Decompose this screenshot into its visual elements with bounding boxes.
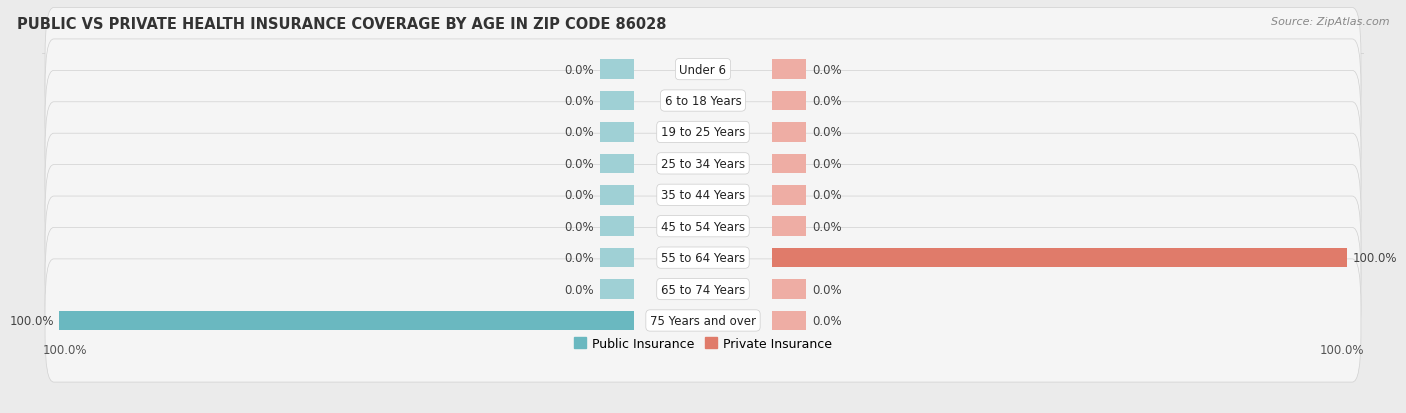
Text: 25 to 34 Years: 25 to 34 Years	[661, 157, 745, 171]
Text: 0.0%: 0.0%	[564, 95, 593, 108]
FancyBboxPatch shape	[45, 228, 1361, 351]
Bar	[599, 185, 634, 205]
Bar	[59, 311, 634, 330]
Bar	[772, 217, 807, 236]
Text: 0.0%: 0.0%	[813, 64, 842, 76]
FancyBboxPatch shape	[45, 197, 1361, 319]
Text: 0.0%: 0.0%	[813, 157, 842, 171]
Text: 0.0%: 0.0%	[564, 220, 593, 233]
Bar	[599, 123, 634, 142]
Text: 100.0%: 100.0%	[1353, 252, 1396, 264]
Text: 0.0%: 0.0%	[564, 283, 593, 296]
Text: 0.0%: 0.0%	[564, 157, 593, 171]
Text: 65 to 74 Years: 65 to 74 Years	[661, 283, 745, 296]
FancyBboxPatch shape	[45, 134, 1361, 257]
FancyBboxPatch shape	[45, 102, 1361, 225]
Bar	[772, 248, 1347, 268]
Text: 0.0%: 0.0%	[564, 64, 593, 76]
Bar	[599, 60, 634, 80]
Bar	[599, 280, 634, 299]
Bar	[599, 154, 634, 174]
Bar	[599, 248, 634, 268]
Text: 0.0%: 0.0%	[813, 95, 842, 108]
Text: 100.0%: 100.0%	[42, 343, 87, 356]
Text: Source: ZipAtlas.com: Source: ZipAtlas.com	[1271, 17, 1389, 26]
Legend: Public Insurance, Private Insurance: Public Insurance, Private Insurance	[568, 332, 838, 355]
Text: 100.0%: 100.0%	[1319, 343, 1364, 356]
Bar	[772, 92, 807, 111]
Bar	[772, 280, 807, 299]
Text: PUBLIC VS PRIVATE HEALTH INSURANCE COVERAGE BY AGE IN ZIP CODE 86028: PUBLIC VS PRIVATE HEALTH INSURANCE COVER…	[17, 17, 666, 31]
Bar	[772, 60, 807, 80]
FancyBboxPatch shape	[45, 40, 1361, 163]
Bar	[772, 185, 807, 205]
FancyBboxPatch shape	[45, 165, 1361, 288]
Text: 6 to 18 Years: 6 to 18 Years	[665, 95, 741, 108]
Text: 0.0%: 0.0%	[813, 314, 842, 327]
Text: 45 to 54 Years: 45 to 54 Years	[661, 220, 745, 233]
Text: 100.0%: 100.0%	[10, 314, 53, 327]
Text: 0.0%: 0.0%	[813, 189, 842, 202]
Text: 0.0%: 0.0%	[564, 126, 593, 139]
Text: 19 to 25 Years: 19 to 25 Years	[661, 126, 745, 139]
Bar	[772, 311, 807, 330]
Text: 0.0%: 0.0%	[564, 252, 593, 264]
FancyBboxPatch shape	[45, 259, 1361, 382]
Text: 0.0%: 0.0%	[813, 126, 842, 139]
FancyBboxPatch shape	[45, 9, 1361, 131]
Text: 35 to 44 Years: 35 to 44 Years	[661, 189, 745, 202]
Text: Under 6: Under 6	[679, 64, 727, 76]
Text: 0.0%: 0.0%	[564, 189, 593, 202]
Text: 0.0%: 0.0%	[813, 283, 842, 296]
FancyBboxPatch shape	[45, 71, 1361, 194]
Text: 75 Years and over: 75 Years and over	[650, 314, 756, 327]
Text: 0.0%: 0.0%	[813, 220, 842, 233]
Bar	[772, 154, 807, 174]
Bar	[772, 123, 807, 142]
Text: 55 to 64 Years: 55 to 64 Years	[661, 252, 745, 264]
Bar	[599, 92, 634, 111]
Bar	[599, 217, 634, 236]
